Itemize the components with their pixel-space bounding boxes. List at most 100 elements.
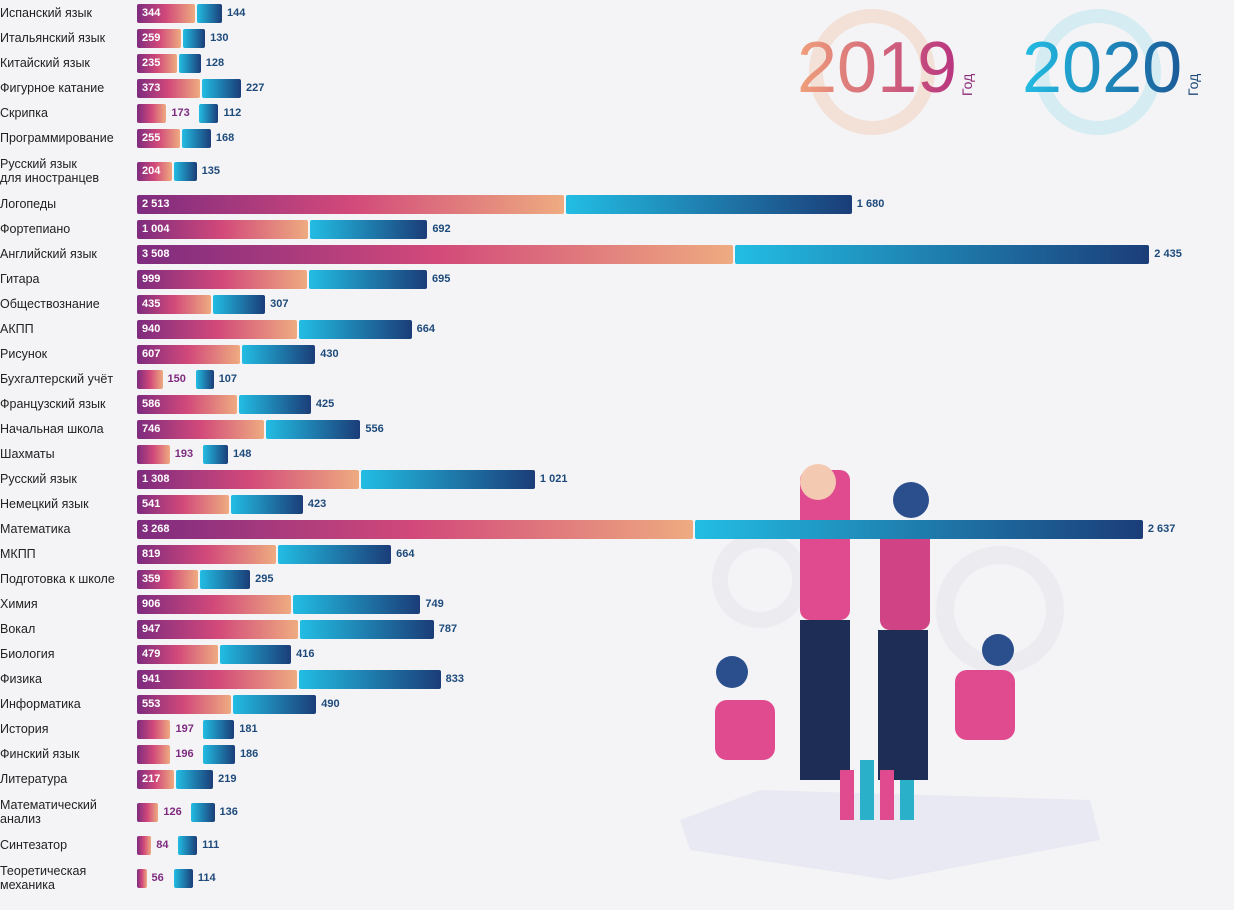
bar (195, 369, 214, 389)
bar (137, 444, 170, 464)
value-label: 344 (142, 6, 161, 19)
value-label: 168 (215, 131, 235, 144)
value-label: 148 (232, 447, 252, 460)
category-label: Итальянский язык (0, 31, 106, 45)
value-label: 181 (239, 722, 258, 735)
value-label: 107 (218, 372, 238, 385)
value-label: 490 (321, 697, 340, 710)
value-label: 940 (142, 322, 161, 335)
category-label: Английский язык (0, 247, 97, 261)
category-label: Теоретическая механика (0, 864, 87, 892)
bar (137, 494, 229, 514)
value-label: 2 435 (1154, 247, 1182, 260)
category-label: Шахматы (0, 447, 55, 461)
value-label: 479 (142, 647, 161, 660)
bar (137, 394, 237, 414)
value-label: 749 (425, 597, 444, 610)
category-label: Французский язык (0, 397, 106, 411)
bar (230, 494, 303, 514)
category-label: Скрипка (0, 106, 48, 120)
value-label: 2 637 (1147, 522, 1176, 535)
value-label: 664 (416, 322, 436, 335)
bar (137, 769, 174, 789)
bar (137, 269, 307, 289)
bar (298, 669, 441, 689)
bar (137, 544, 277, 564)
value-label: 947 (142, 622, 161, 635)
category-label: Китайский язык (0, 56, 90, 70)
value-label: 692 (432, 222, 451, 235)
bar (203, 744, 235, 764)
value-label: 255 (142, 131, 161, 144)
value-label: 556 (365, 422, 384, 435)
value-label: 259 (142, 31, 161, 44)
bar (202, 444, 228, 464)
value-label: 664 (396, 547, 415, 560)
value-label: 746 (142, 422, 161, 435)
bar (137, 369, 163, 389)
bar (137, 569, 199, 589)
value-label: 906 (142, 597, 161, 610)
value-label: 56 (151, 871, 164, 884)
bar (199, 103, 219, 123)
bar (203, 719, 235, 739)
bar (137, 719, 171, 739)
value-label: 359 (142, 572, 161, 585)
value-label: 787 (438, 622, 458, 635)
category-label: Гитара (0, 272, 40, 286)
bar (183, 28, 206, 48)
bar (137, 694, 231, 714)
category-label: Фигурное катание (0, 81, 105, 95)
bar (197, 3, 222, 23)
category-label: Программирование (0, 131, 114, 145)
category-label: Литература (0, 772, 68, 786)
value-label: 144 (226, 6, 246, 19)
bar (265, 419, 361, 439)
value-label: 553 (142, 697, 161, 710)
value-label: 423 (307, 497, 327, 510)
category-label: Информатика (0, 697, 81, 711)
category-label: Испанский язык (0, 6, 92, 20)
bar (175, 769, 214, 789)
category-label: Русский язык (0, 472, 77, 486)
bar (137, 644, 219, 664)
bar (238, 394, 311, 414)
value-label: 114 (197, 871, 216, 884)
bar (137, 319, 297, 339)
value-label: 819 (142, 547, 161, 560)
value-label: 695 (431, 272, 451, 285)
value-label: 435 (142, 297, 161, 310)
bar (137, 469, 360, 489)
value-label: 227 (246, 81, 265, 94)
category-label: Математика (0, 522, 71, 536)
bar (137, 669, 297, 689)
bar (200, 569, 251, 589)
bar (242, 344, 316, 364)
value-label: 235 (142, 56, 161, 69)
value-label: 541 (142, 497, 161, 510)
value-label: 1 021 (539, 472, 568, 485)
category-label: Начальная школа (0, 422, 104, 436)
value-label: 295 (255, 572, 274, 585)
bar (293, 594, 421, 614)
value-label: 307 (270, 297, 289, 310)
value-label: 941 (142, 672, 161, 685)
category-label: Математический анализ (0, 798, 97, 826)
value-label: 217 (142, 772, 161, 785)
category-label: Обществознание (0, 297, 100, 311)
value-label: 3 508 (142, 247, 170, 260)
bar (137, 103, 167, 123)
value-label: 150 (167, 372, 186, 385)
value-label: 135 (201, 164, 220, 177)
bar (137, 244, 734, 264)
value-label: 204 (142, 164, 161, 177)
value-label: 607 (142, 347, 161, 360)
value-label: 425 (315, 397, 335, 410)
bar (137, 28, 182, 48)
category-label: Фортепиано (0, 222, 71, 236)
category-label: Вокал (0, 622, 36, 636)
value-label: 136 (219, 805, 238, 818)
bar (137, 53, 177, 73)
category-label: Физика (0, 672, 42, 686)
